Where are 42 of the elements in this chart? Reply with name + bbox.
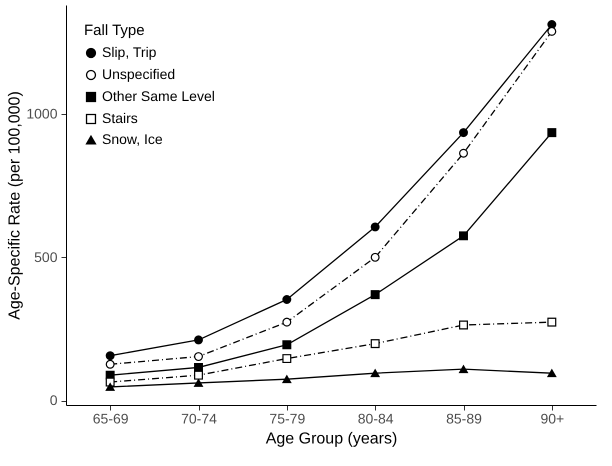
point [282,295,292,304]
x-tick-label: 70-74 [181,410,218,426]
point [106,382,115,391]
point [370,252,380,262]
point [282,375,292,384]
point [459,365,468,374]
point [194,370,203,380]
legend-label: Other Same Level [102,88,215,104]
point [370,290,380,300]
x-tick-label: 80-84 [358,410,394,426]
legend-label: Unspecified [102,66,176,82]
point [106,360,115,369]
legend-label: Stairs [102,110,138,126]
point [106,351,115,360]
point [370,222,380,232]
x-tick-label: 75-79 [269,410,306,426]
legend-title: Fall Type [84,22,145,39]
point [547,318,556,327]
x-tick-label: 85-89 [446,410,482,426]
point [194,335,203,344]
point [194,352,203,362]
x-tick-label: 90+ [540,410,564,426]
point [282,354,292,364]
x-tick-label: 65-69 [92,410,129,426]
point [459,320,468,330]
point [459,231,468,240]
y-tick-label: 1000 [26,105,58,122]
y-tick-label: 0 [50,392,58,408]
point [459,128,468,138]
point [370,369,380,378]
point [547,369,556,378]
legend-label: Slip, Trip [102,44,157,60]
y-tick-label: 500 [34,248,58,265]
x-axis-title: Age Group (years) [266,430,398,448]
legend-label: Snow, Ice [102,131,163,147]
y-axis-title: Age-Specific Rate (per 100,000) [6,91,24,320]
point [282,318,292,327]
point [194,378,203,387]
point [547,128,556,138]
point [370,339,380,348]
point [282,340,292,350]
point [459,148,468,158]
